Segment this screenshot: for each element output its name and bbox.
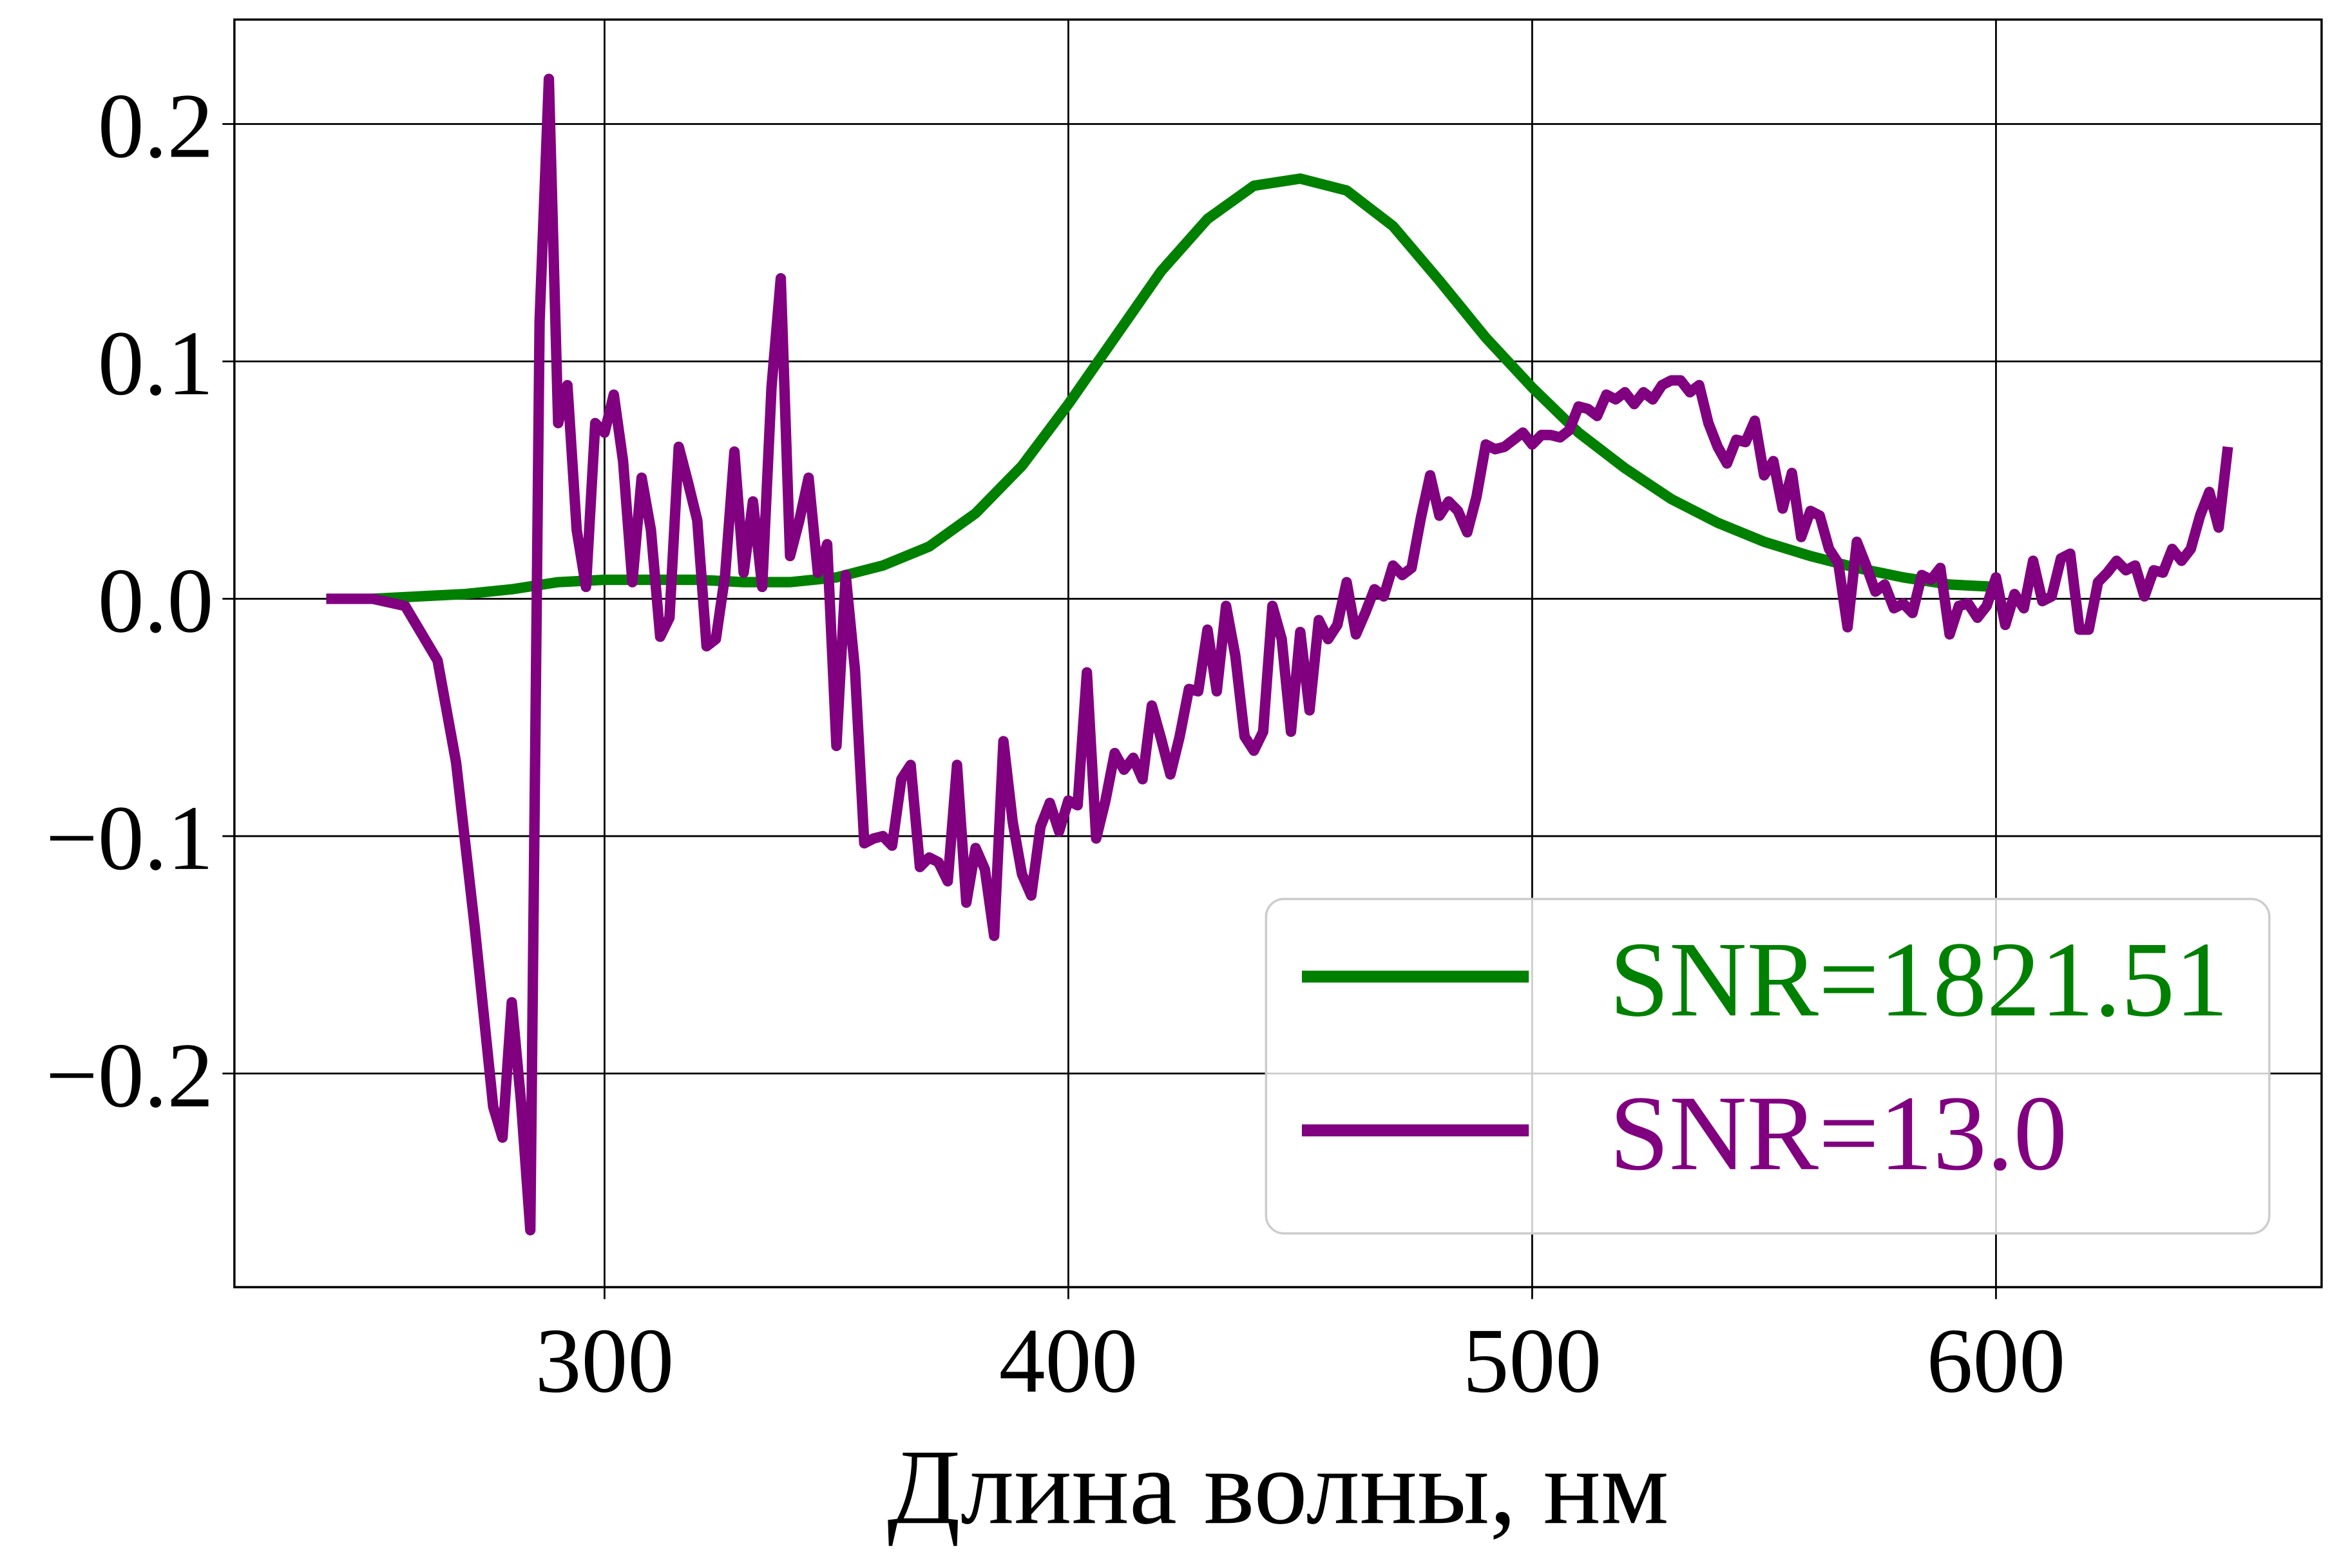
x-tick-label: 600 [1927, 1310, 2066, 1412]
y-tick-label: 0.0 [98, 550, 214, 652]
y-tick-label: 0.1 [98, 312, 214, 415]
legend-label: SNR=13.0 [1609, 1074, 2067, 1193]
y-tick-label: 0.2 [98, 75, 214, 178]
x-tick-label: 400 [999, 1310, 1138, 1412]
x-tick-label: 500 [1463, 1310, 1602, 1412]
x-tick-label: 300 [535, 1310, 674, 1412]
plot-lines [326, 73, 2233, 1236]
legend: SNR=1821.51 SNR=13.0 [1265, 897, 2271, 1235]
legend-label: SNR=1821.51 [1609, 920, 2228, 1039]
line [372, 173, 1996, 604]
x-axis-label: Длина волны, нм [887, 1428, 1668, 1547]
plot-frame [233, 18, 2323, 1288]
ticks: 300 400 500 600 −0.2 −0.1 0.0 0.1 0.2 [46, 75, 2065, 1413]
y-tick-label: −0.1 [46, 787, 214, 890]
line [326, 73, 2233, 1236]
y-tick-label: −0.2 [46, 1024, 214, 1127]
